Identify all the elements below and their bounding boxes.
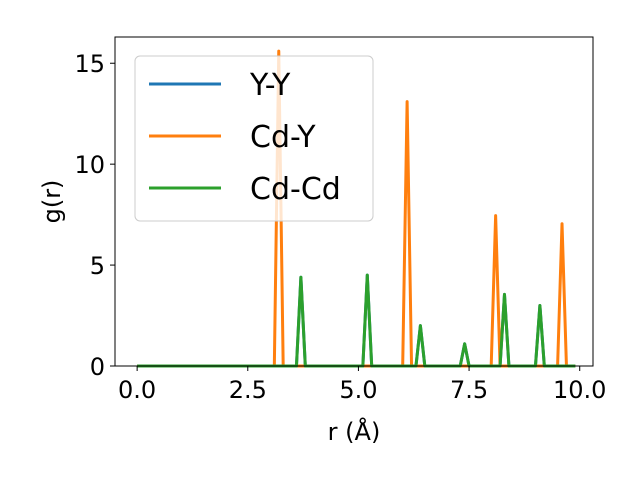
series-line-cd-cd — [137, 273, 576, 368]
plot-frame — [114, 36, 594, 367]
y-axis-label: g(r) — [38, 180, 66, 224]
x-axis-label: r (Å) — [328, 417, 381, 446]
x-tick-label: 5.0 — [339, 376, 377, 404]
y-axis-ticks: 0 5 10 15 — [74, 50, 115, 381]
x-tick-label: 0.0 — [118, 376, 156, 404]
y-tick-label: 0 — [90, 353, 105, 381]
legend-label-cd-cd: Cd-Cd — [250, 172, 341, 207]
y-tick-label: 5 — [90, 252, 105, 280]
x-tick-label: 2.5 — [229, 376, 267, 404]
x-tick-label: 7.5 — [450, 376, 488, 404]
legend-label-cd-y: Cd-Y — [250, 120, 316, 155]
x-tick-label: 10.0 — [553, 376, 606, 404]
y-tick-label: 10 — [74, 151, 105, 179]
y-tick-label: 15 — [74, 50, 105, 78]
legend-box — [134, 55, 374, 222]
legend: Y-Y Cd-Y Cd-Cd — [134, 55, 374, 222]
series-line-y-y — [137, 273, 576, 368]
legend-label-y-y: Y-Y — [249, 68, 291, 103]
x-axis-ticks: 0.0 2.5 5.0 7.5 10.0 — [118, 366, 606, 404]
